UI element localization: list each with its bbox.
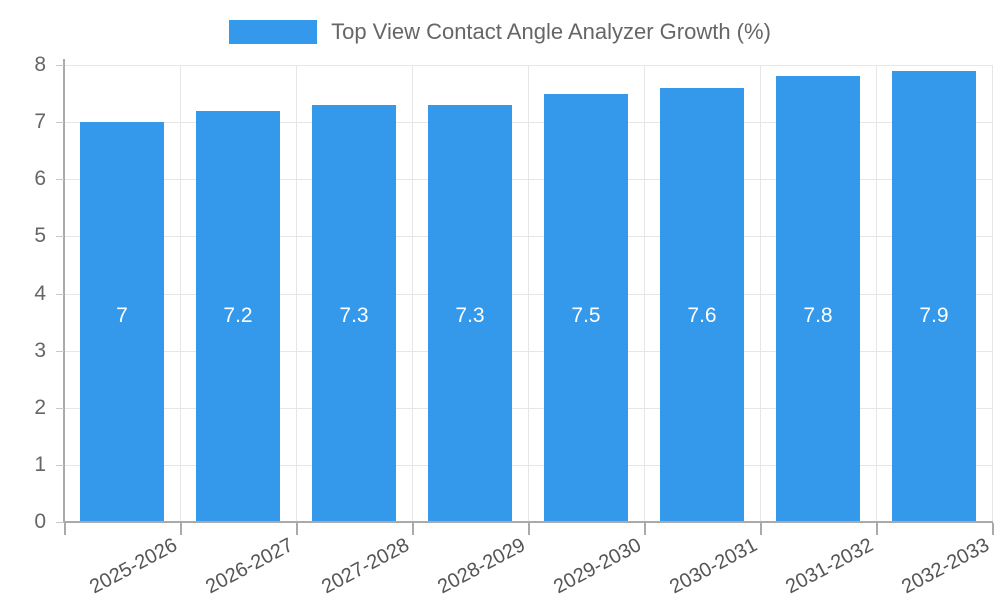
bar[interactable] xyxy=(776,76,860,522)
x-axis-category-label: 2027-2028 xyxy=(318,534,414,599)
bar[interactable] xyxy=(196,110,280,522)
gridline-vertical xyxy=(876,65,877,522)
bar[interactable] xyxy=(892,70,976,522)
bar[interactable] xyxy=(428,104,512,522)
x-axis-category-label: 2025-2026 xyxy=(86,534,182,599)
x-axis-category-label: 2030-2031 xyxy=(666,534,762,599)
bar[interactable] xyxy=(312,104,396,522)
y-axis-tick-label: 4 xyxy=(34,281,46,305)
gridline-vertical xyxy=(992,65,993,522)
x-axis-tick xyxy=(296,523,298,535)
y-axis-tick-label: 1 xyxy=(34,452,46,476)
y-axis-tick-label: 8 xyxy=(34,53,46,76)
gridline-vertical xyxy=(760,65,761,522)
plot-area xyxy=(64,65,993,523)
gridline-vertical xyxy=(296,65,297,522)
y-axis-tick-label: 7 xyxy=(34,110,46,134)
gridline-vertical xyxy=(528,65,529,522)
x-axis-line xyxy=(63,521,993,523)
x-axis-tick xyxy=(876,523,878,535)
x-axis-tick xyxy=(528,523,530,535)
y-axis-tick-label: 6 xyxy=(34,167,46,191)
chart-legend: Top View Contact Angle Analyzer Growth (… xyxy=(0,14,1000,50)
legend-label: Top View Contact Angle Analyzer Growth (… xyxy=(331,19,771,44)
y-axis-tick-label: 3 xyxy=(34,338,46,362)
x-axis-tick xyxy=(760,523,762,535)
y-axis-line xyxy=(63,59,65,523)
x-axis-category-label: 2029-2030 xyxy=(550,534,646,599)
x-axis-tick xyxy=(412,523,414,535)
x-axis-category-label: 2032-2033 xyxy=(898,534,994,599)
legend-color-swatch-icon xyxy=(229,20,318,44)
bar[interactable] xyxy=(80,122,164,522)
y-axis-tick-label: 5 xyxy=(34,224,46,248)
y-axis-tick-label: 0 xyxy=(34,510,46,533)
gridline-vertical xyxy=(644,65,645,522)
bar[interactable] xyxy=(660,87,744,522)
gridline-vertical xyxy=(180,65,181,522)
y-axis-tick-label: 2 xyxy=(34,395,46,419)
gridline-vertical xyxy=(412,65,413,522)
x-axis-tick xyxy=(992,523,994,535)
legend-item[interactable]: Top View Contact Angle Analyzer Growth (… xyxy=(229,19,771,45)
x-axis-category-label: 2026-2027 xyxy=(202,534,298,599)
x-axis-tick xyxy=(180,523,182,535)
bar[interactable] xyxy=(544,93,628,522)
x-axis-category-label: 2028-2029 xyxy=(434,534,530,599)
x-axis-category-label: 2031-2032 xyxy=(782,534,878,599)
x-axis-tick xyxy=(644,523,646,535)
x-axis-tick xyxy=(64,523,66,535)
